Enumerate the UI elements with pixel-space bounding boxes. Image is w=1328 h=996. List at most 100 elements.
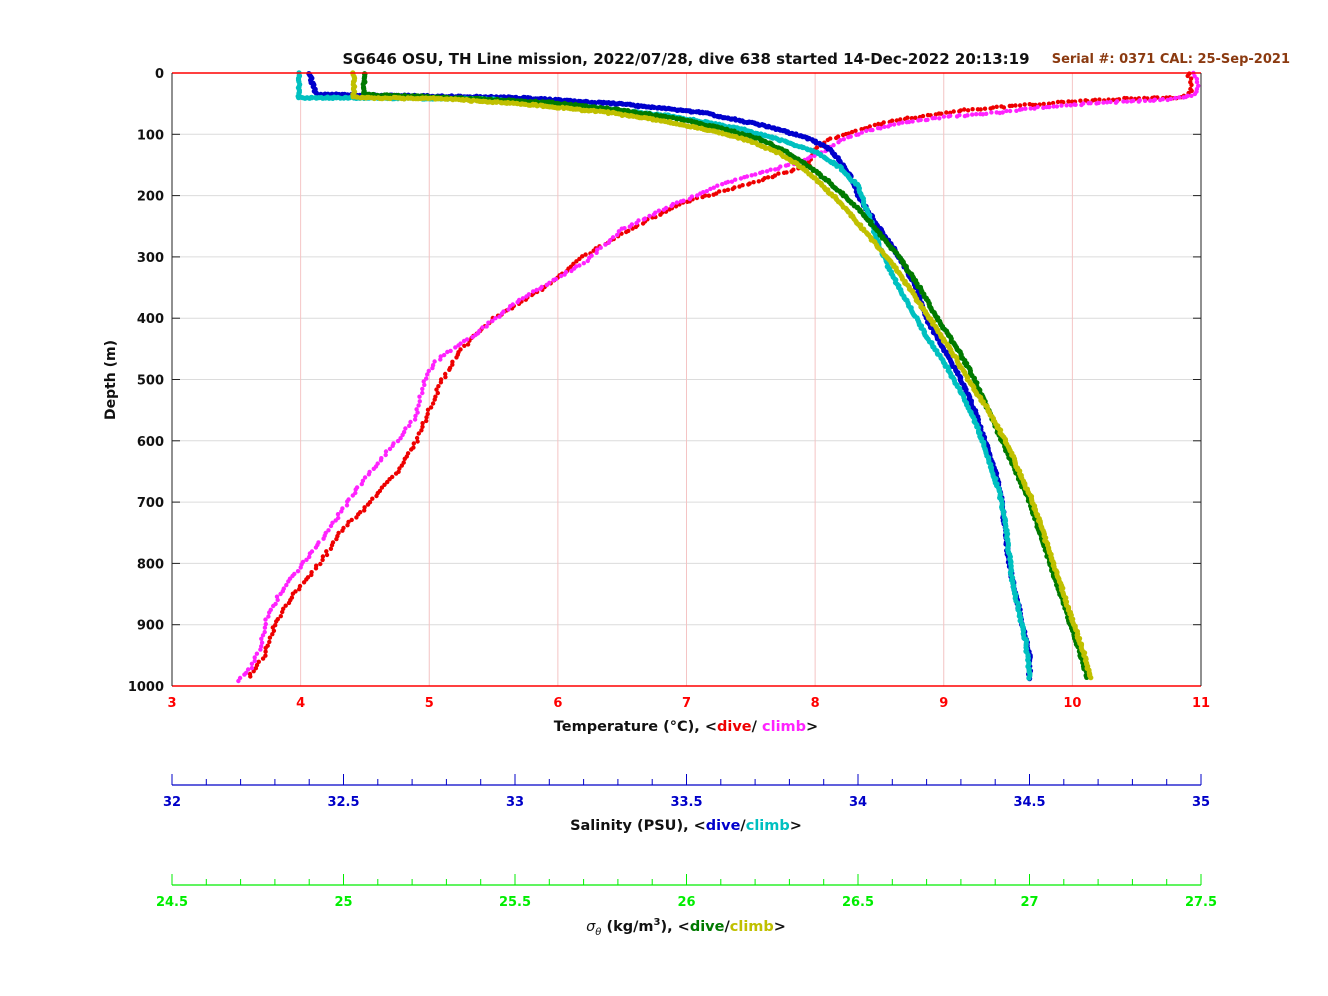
depth-tick-label: 100 xyxy=(137,128,164,143)
temp_climb-point xyxy=(610,235,616,240)
depth-tick-label: 0 xyxy=(155,67,164,82)
temp_dive-point xyxy=(393,471,399,476)
temp_climb-point xyxy=(493,316,498,321)
temp_climb-point xyxy=(371,466,376,471)
depth-tick-label: 300 xyxy=(137,251,164,266)
temp_climb-point xyxy=(1158,97,1163,103)
temp_dive-point xyxy=(349,517,354,523)
temp_climb-point xyxy=(831,143,836,148)
temp_climb-point xyxy=(326,528,331,533)
temp_dive-point xyxy=(1046,101,1052,106)
temp_climb-point xyxy=(962,113,968,119)
temp_climb-point xyxy=(266,614,271,619)
temp_climb-point xyxy=(854,132,859,137)
temp_dive-point xyxy=(385,479,390,485)
temp_climb-point xyxy=(275,597,280,603)
temp_climb-point xyxy=(941,114,947,119)
sal-dive-legend: dive xyxy=(706,818,741,834)
temp_climb-point xyxy=(298,565,303,570)
temp_dive-point xyxy=(428,405,434,410)
temp_dive-point xyxy=(1122,95,1127,101)
temp_climb-point xyxy=(1194,79,1200,85)
temp_climb-point xyxy=(594,250,599,255)
temp_dive-point xyxy=(1097,97,1102,102)
temp_dive-point xyxy=(640,221,646,226)
temp_climb-point xyxy=(445,349,450,355)
temp_climb-point xyxy=(978,111,983,117)
temp_dive-point xyxy=(274,619,279,624)
temp_climb-point xyxy=(1051,104,1056,109)
sal_dive-point xyxy=(690,109,696,115)
temp_climb-point xyxy=(252,655,257,660)
temp_climb-point xyxy=(387,446,393,452)
temp_dive-point xyxy=(297,587,302,592)
temp_dive-point xyxy=(1185,73,1190,79)
temp_climb-point xyxy=(930,116,935,121)
temp_dive-point xyxy=(859,127,864,132)
temp_climb-point xyxy=(783,163,789,168)
temp_climb-point xyxy=(1173,95,1178,101)
temp_climb-point xyxy=(432,359,437,364)
temp_dive-point xyxy=(849,129,855,135)
temp_climb-point xyxy=(994,110,999,115)
temp_dive-point xyxy=(667,207,672,212)
temp_dive-point xyxy=(362,508,367,513)
temp_dive-point xyxy=(965,108,971,113)
temp_climb-point xyxy=(614,232,620,238)
temp_climb-point xyxy=(619,226,624,231)
temp_dive-point xyxy=(283,603,288,608)
temp_dive-point xyxy=(424,418,429,424)
temp_climb-point xyxy=(864,128,869,133)
temp_climb-point xyxy=(263,617,268,622)
temp_climb-point xyxy=(274,594,280,599)
temp_dive-point xyxy=(840,132,846,138)
temp_climb-point xyxy=(1124,99,1130,104)
temp_climb-point xyxy=(704,189,709,194)
temp_dive-point xyxy=(1050,100,1056,106)
temp_climb-point xyxy=(335,512,341,517)
temp_dive-point xyxy=(346,519,351,525)
temp_climb-point xyxy=(520,296,526,301)
temp_climb-point xyxy=(313,545,319,550)
temp_dive-point xyxy=(263,649,268,654)
temp_climb-point xyxy=(805,156,811,161)
temp_climb-point xyxy=(581,261,586,266)
temp_climb-point xyxy=(259,636,264,641)
temp_climb-point xyxy=(886,124,891,129)
temp_climb-point xyxy=(946,114,951,119)
temp_climb-point xyxy=(353,487,358,492)
temp_climb-point xyxy=(954,114,960,119)
temp_climb-point xyxy=(378,458,384,463)
temp-climb-legend: climb xyxy=(762,719,806,735)
temp_climb-point xyxy=(497,314,502,319)
temp_dive-point xyxy=(382,482,387,487)
temp_climb-point xyxy=(641,217,647,222)
temp_climb-point xyxy=(891,122,897,127)
temp_climb-point xyxy=(882,124,887,129)
temp_climb-point xyxy=(627,224,632,229)
salinity-tick-label: 33 xyxy=(506,795,524,810)
temp_climb-point xyxy=(286,579,291,584)
temp_climb-point xyxy=(534,287,539,293)
depth-tick-label: 500 xyxy=(137,374,164,389)
temp_dive-point xyxy=(370,496,375,501)
temp_climb-point xyxy=(420,390,425,396)
temp_climb-point xyxy=(448,348,453,354)
temp_dive-point xyxy=(1078,98,1083,103)
temp_dive-point xyxy=(633,224,639,230)
temp_climb-point xyxy=(841,137,846,142)
temp_climb-point xyxy=(424,376,429,381)
temp_climb-point xyxy=(1194,76,1200,82)
temp_climb-point xyxy=(1189,93,1194,99)
temp_dive-point xyxy=(309,572,314,578)
temp_climb-point xyxy=(506,307,511,312)
temp_climb-point xyxy=(416,403,421,408)
temp_dive-point xyxy=(711,192,716,197)
sigma-tick-label: 25 xyxy=(334,895,352,910)
temp_climb-point xyxy=(647,213,652,219)
temp_climb-point xyxy=(415,410,420,415)
temp_dive-point xyxy=(328,546,334,551)
temp_climb-point xyxy=(538,286,543,291)
temp_dive-point xyxy=(789,169,794,174)
